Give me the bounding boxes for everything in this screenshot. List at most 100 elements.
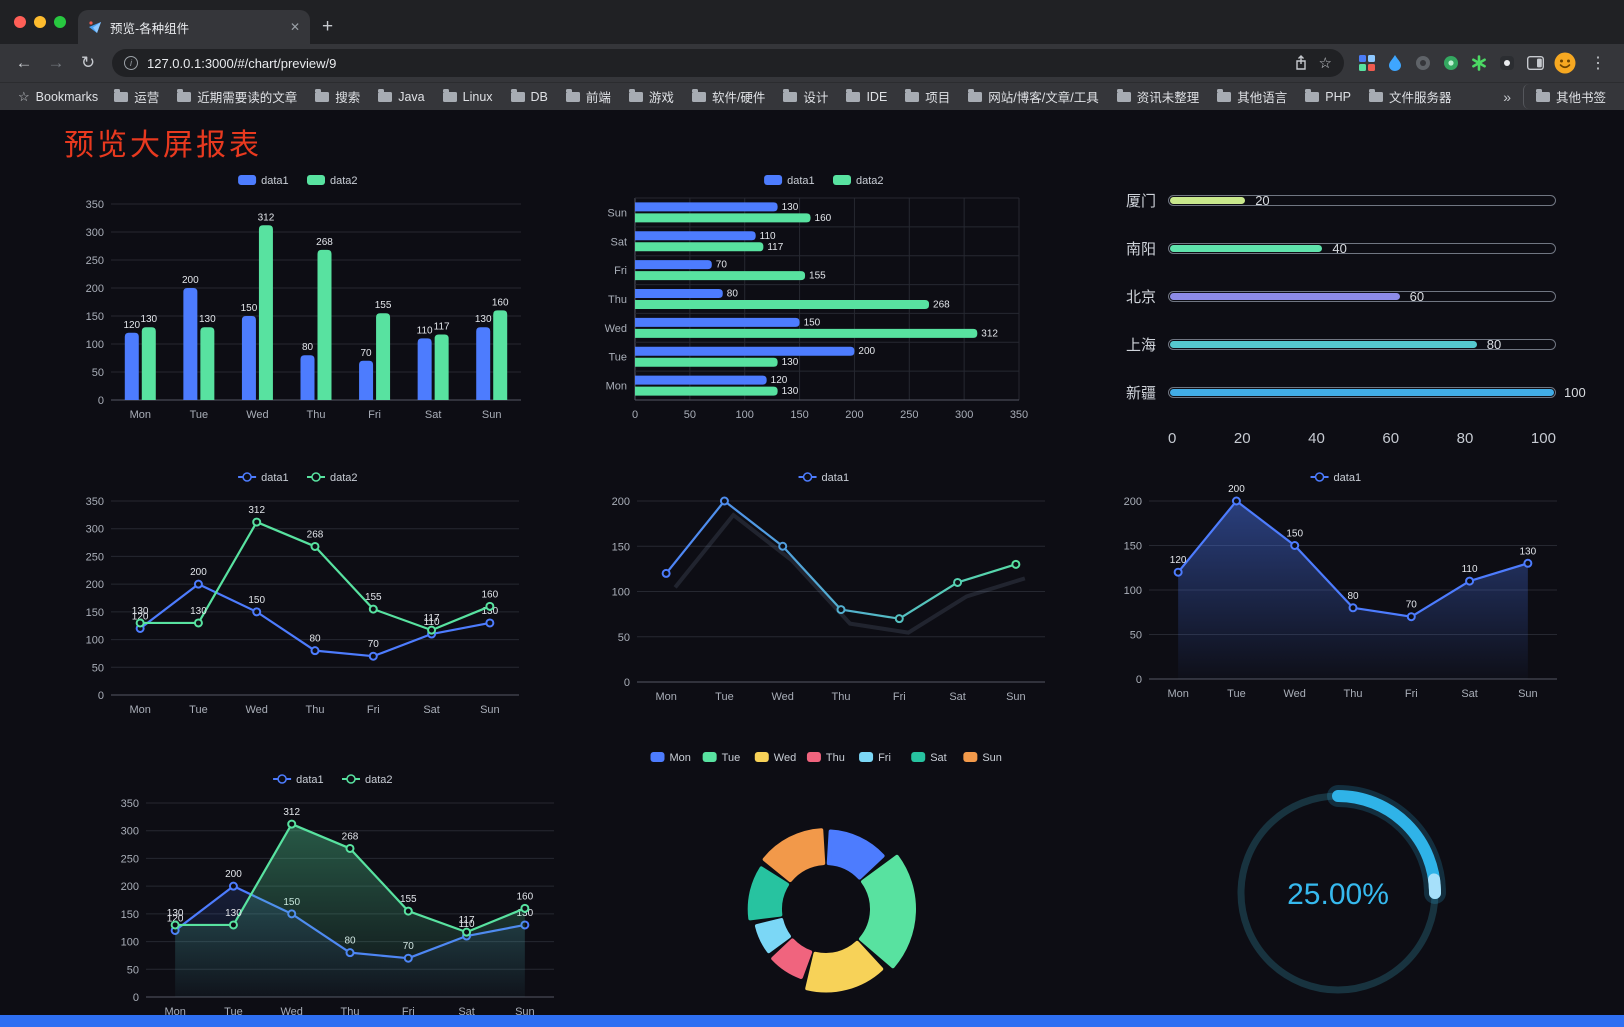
browser-tab[interactable]: 预览-各种组件 ✕ [78, 10, 310, 44]
svg-text:Thu: Thu [307, 409, 326, 421]
extension-icon-2[interactable] [1386, 54, 1404, 72]
svg-text:Sat: Sat [610, 236, 627, 248]
svg-text:Tue: Tue [715, 691, 734, 703]
svg-text:200: 200 [612, 496, 630, 508]
folder-icon [565, 88, 580, 102]
svg-text:200: 200 [86, 283, 104, 295]
svg-text:Sun: Sun [515, 1006, 535, 1015]
progress-value: 20 [1255, 193, 1270, 208]
horizontal-bar-chart[interactable]: data1 data2 0 50 100 150 200 250 300 350 Sun Sat Fri… [591, 168, 1061, 430]
bookmark-item[interactable]: 文件服务器 [1361, 84, 1460, 109]
svg-text:250: 250 [86, 255, 104, 267]
gradient-line-chart[interactable]: data1 0 50 100 150 200 Mon Tue Wed Thu Fri Sat Sun [591, 465, 1061, 710]
bookmark-item[interactable]: 其他语言 [1209, 84, 1295, 109]
bookmarks-overflow-chevron[interactable]: » [1503, 88, 1511, 105]
svg-text:160: 160 [517, 891, 534, 902]
bookmark-item[interactable]: IDE [838, 84, 895, 109]
bookmark-item[interactable]: 前端 [558, 84, 619, 109]
reload-button[interactable]: ↻ [80, 53, 96, 72]
bookmark-item[interactable]: Linux [435, 84, 501, 109]
bookmark-item[interactable]: 游戏 [621, 84, 682, 109]
svg-text:250: 250 [121, 853, 139, 865]
svg-text:130: 130 [199, 314, 216, 325]
svg-text:350: 350 [86, 199, 104, 211]
svg-text:Mon: Mon [655, 691, 676, 703]
svg-text:120: 120 [132, 611, 149, 622]
bookmark-item[interactable]: PHP [1297, 84, 1359, 109]
svg-text:200: 200 [858, 346, 875, 357]
progress-row: 厦门 20 [1120, 190, 1556, 211]
svg-text:70: 70 [716, 260, 728, 271]
svg-text:Sat: Sat [458, 1006, 475, 1015]
address-bar[interactable]: i 127.0.0.1:3000/#/chart/preview/9 ☆ [112, 49, 1344, 77]
svg-text:Wed: Wed [246, 409, 268, 421]
share-icon[interactable] [1292, 54, 1310, 72]
grouped-bar-chart[interactable]: data1 data2 0 50 100 150 200 250 300 350 Mon Tue Wed… [65, 168, 535, 430]
axis-tick: 100 [1530, 430, 1556, 447]
bookmark-label: 资讯未整理 [1136, 91, 1200, 105]
extension-icon-4[interactable] [1442, 54, 1460, 72]
bookmark-star-icon[interactable]: ☆ [1318, 55, 1332, 72]
bookmark-label: 文件服务器 [1388, 91, 1452, 105]
bookmark-item[interactable]: 搜索 [307, 84, 368, 109]
extension-icon-6[interactable] [1498, 54, 1516, 72]
bookmark-label: 前端 [585, 91, 611, 105]
bookmark-item[interactable]: 资讯未整理 [1109, 84, 1208, 109]
dual-line-chart[interactable]: data1 data2 0 50 100 150 200 250 300 350 Mon Tue Wed… [65, 465, 535, 723]
bookmarks-manager[interactable]: ☆ Bookmarks [10, 86, 106, 108]
svg-text:110: 110 [424, 617, 440, 628]
folder-icon [1535, 88, 1550, 102]
back-button[interactable]: ← [15, 53, 33, 72]
zoom-window-button[interactable] [54, 16, 66, 28]
other-bookmarks[interactable]: 其他书签 [1522, 84, 1614, 109]
svg-text:130: 130 [140, 314, 157, 325]
svg-text:312: 312 [981, 328, 998, 339]
new-tab-button[interactable]: + [322, 16, 334, 37]
bookmark-item[interactable]: 设计 [775, 84, 836, 109]
weekday-donut-chart[interactable]: Mon Tue Wed Thu Fri Sat Sun [586, 741, 1066, 1015]
sidebar-toggle-icon[interactable] [1526, 54, 1544, 72]
svg-text:Mon: Mon [130, 409, 151, 421]
svg-text:130: 130 [782, 202, 799, 213]
axis-tick: 60 [1382, 430, 1400, 447]
bookmark-item[interactable]: DB [503, 84, 556, 109]
bookmark-label: 搜索 [335, 91, 361, 105]
tab-close-icon[interactable]: ✕ [289, 20, 300, 34]
close-window-button[interactable] [14, 16, 26, 28]
extension-icon-5[interactable] [1470, 54, 1488, 72]
bookmark-label: 游戏 [648, 91, 674, 105]
svg-text:Sun: Sun [1518, 688, 1538, 700]
svg-text:Mon: Mon [606, 381, 627, 393]
forward-button[interactable]: → [47, 53, 65, 72]
bookmark-item[interactable]: Java [370, 84, 432, 109]
svg-text:200: 200 [1228, 484, 1245, 495]
extension-icon-1[interactable] [1358, 54, 1376, 72]
dual-line-area-chart[interactable]: data1 data2 0 50 100 150 200 250 300 350 Mon Tue Wed… [100, 767, 570, 1015]
profile-avatar[interactable] [1554, 52, 1576, 74]
bookmark-item[interactable]: 网站/博客/文章/工具 [960, 84, 1106, 109]
svg-text:70: 70 [1406, 600, 1418, 611]
svg-text:Sat: Sat [425, 409, 442, 421]
svg-text:50: 50 [127, 964, 139, 976]
svg-text:350: 350 [1010, 409, 1028, 421]
city-progress-chart[interactable]: 厦门 20 南阳 40 北京 60 上海 80 新疆 100 0 20 40 60 80 100 [1120, 168, 1586, 447]
bookmark-item[interactable]: 项目 [897, 84, 958, 109]
svg-text:150: 150 [248, 595, 265, 606]
svg-text:50: 50 [92, 367, 104, 379]
percent-gauge-chart[interactable]: 25.00% [1098, 741, 1578, 1015]
svg-text:70: 70 [361, 348, 373, 359]
browser-menu-icon[interactable]: ⋮ [1590, 55, 1606, 72]
extension-icon-3[interactable] [1414, 54, 1432, 72]
progress-row: 新疆 100 [1120, 382, 1586, 403]
folder-icon [905, 88, 920, 102]
bookmark-item[interactable]: 运营 [106, 84, 167, 109]
progress-label: 北京 [1125, 289, 1156, 306]
svg-text:0: 0 [632, 409, 638, 421]
site-info-icon[interactable]: i [124, 56, 138, 70]
area-line-chart[interactable]: data1 0 50 100 150 200 Mon Tue Wed Thu Fri Sat Sun 12… [1103, 465, 1573, 707]
axis-tick: 0 [1168, 430, 1177, 447]
bookmark-item[interactable]: 近期需要读的文章 [169, 84, 305, 109]
minimize-window-button[interactable] [34, 16, 46, 28]
svg-text:Fri: Fri [402, 1006, 415, 1015]
bookmark-item[interactable]: 软件/硬件 [684, 84, 773, 109]
